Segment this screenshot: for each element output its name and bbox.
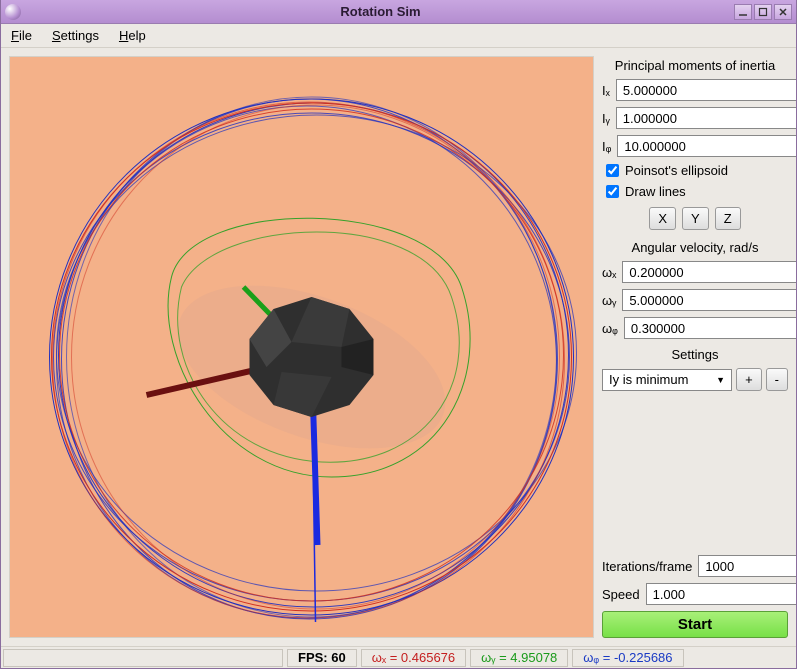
iz-input[interactable] [618, 136, 796, 156]
angvel-header: Angular velocity, rad/s [602, 240, 788, 255]
ix-spinbox[interactable]: ▲▼ [616, 79, 796, 101]
iy-label: Iᵧ [602, 111, 610, 126]
speed-spinbox[interactable]: ▲▼ [646, 583, 796, 605]
minimize-icon [738, 7, 748, 17]
app-icon [5, 4, 21, 20]
menu-file-rest: ile [19, 28, 32, 43]
close-button[interactable] [774, 4, 792, 20]
poinsot-checkbox[interactable] [606, 164, 619, 177]
wy-spinbox[interactable]: ▲▼ [622, 289, 796, 311]
settings-dropdown-value: Iy is minimum [609, 372, 688, 387]
ix-label: Iₓ [602, 83, 610, 98]
wy-label: ωᵧ [602, 293, 616, 308]
maximize-button[interactable] [754, 4, 772, 20]
menu-file[interactable]: File [7, 26, 36, 45]
status-wx: ωₓ = 0.465676 [361, 649, 466, 667]
poinsot-label: Poinsot's ellipsoid [625, 163, 728, 178]
window-titlebar: Rotation Sim [1, 0, 796, 24]
menu-help[interactable]: Help [115, 26, 150, 45]
window-title: Rotation Sim [27, 4, 734, 19]
wz-label: ωᵩ [602, 321, 618, 336]
control-panel: Principal moments of inertia Iₓ ▲▼ Iᵧ ▲▼… [602, 56, 788, 638]
speed-input[interactable] [647, 584, 796, 604]
status-wy: ωᵧ = 4.95078 [470, 649, 568, 667]
wz-input[interactable] [625, 318, 796, 338]
maximize-icon [758, 7, 768, 17]
wx-input[interactable] [623, 262, 796, 282]
menubar: File Settings Help [1, 24, 796, 48]
status-bar: FPS: 60 ωₓ = 0.465676 ωᵧ = 4.95078 ωᵩ = … [1, 646, 796, 668]
wx-spinbox[interactable]: ▲▼ [622, 261, 796, 283]
ix-input[interactable] [617, 80, 796, 100]
status-fps: FPS: 60 [287, 649, 357, 667]
iterations-input[interactable] [699, 556, 796, 576]
settings-plus-button[interactable]: + [736, 368, 762, 391]
iz-spinbox[interactable]: ▲▼ [617, 135, 796, 157]
iz-label: Iᵩ [602, 139, 611, 154]
wz-spinbox[interactable]: ▲▼ [624, 317, 796, 339]
axis-z-button[interactable]: Z [715, 207, 741, 230]
settings-dropdown[interactable]: Iy is minimum ▼ [602, 369, 732, 391]
menu-help-rest: elp [128, 28, 145, 43]
iterations-label: Iterations/frame [602, 559, 692, 574]
wy-input[interactable] [623, 290, 796, 310]
iy-spinbox[interactable]: ▲▼ [616, 107, 796, 129]
chevron-down-icon: ▼ [716, 375, 725, 385]
simulation-viewport[interactable] [9, 56, 594, 638]
axis-y-button[interactable]: Y [682, 207, 709, 230]
wx-label: ωₓ [602, 265, 616, 280]
minimize-button[interactable] [734, 4, 752, 20]
close-icon [778, 7, 788, 17]
menu-settings-rest: ettings [61, 28, 99, 43]
inertia-header: Principal moments of inertia [602, 58, 788, 73]
status-wz: ωᵩ = -0.225686 [572, 649, 683, 667]
start-button[interactable]: Start [602, 611, 788, 638]
axis-x-button[interactable]: X [649, 207, 676, 230]
status-empty [3, 649, 283, 667]
settings-header: Settings [602, 347, 788, 362]
simulation-canvas [10, 57, 593, 637]
drawlines-label: Draw lines [625, 184, 686, 199]
drawlines-checkbox[interactable] [606, 185, 619, 198]
menu-settings[interactable]: Settings [48, 26, 103, 45]
speed-label: Speed [602, 587, 640, 602]
iy-input[interactable] [617, 108, 796, 128]
settings-minus-button[interactable]: - [766, 368, 788, 391]
iterations-spinbox[interactable]: ▲▼ [698, 555, 796, 577]
